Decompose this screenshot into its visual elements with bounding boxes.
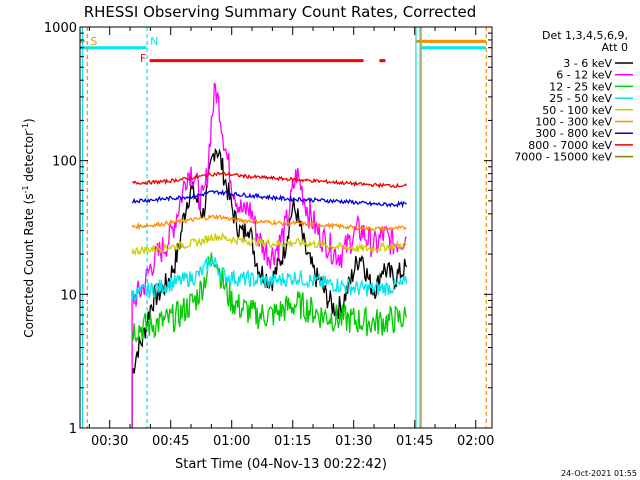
- series-line-6: [131, 188, 407, 209]
- x-tick-label: 01:15: [274, 434, 311, 449]
- y-tick-label: 1000: [44, 21, 77, 36]
- y-tick-label: 100: [52, 155, 77, 170]
- legend-label: 300 - 800 keV: [535, 127, 612, 140]
- legend-label: 50 - 100 keV: [542, 104, 612, 117]
- x-tick-label: 01:45: [396, 434, 433, 449]
- legend-label: 25 - 50 keV: [549, 92, 612, 105]
- series-line-3: [131, 256, 408, 302]
- legend-label: 100 - 300 keV: [535, 116, 612, 129]
- x-tick-label: 00:30: [91, 434, 128, 449]
- x-tick-label: 02:00: [457, 434, 494, 449]
- x-tick-label: 01:30: [335, 434, 372, 449]
- x-tick-label: 01:00: [213, 434, 250, 449]
- x-axis-label: Start Time (04-Nov-13 00:22:42): [175, 457, 387, 472]
- flag-label: N: [150, 35, 158, 48]
- flag-label: S: [90, 35, 97, 48]
- series-line-7: [132, 171, 408, 189]
- chart-title: RHESSI Observing Summary Count Rates, Co…: [84, 3, 477, 21]
- legend-header-2: Att 0: [602, 41, 628, 54]
- legend-label: 3 - 6 keV: [563, 57, 612, 70]
- x-tick-label: 00:45: [152, 434, 189, 449]
- series-line-2: [131, 252, 408, 344]
- legend-label: 12 - 25 keV: [549, 80, 612, 93]
- flag-label: F: [140, 52, 146, 65]
- y-tick-label: 10: [60, 288, 77, 303]
- timestamp: 24-Oct-2021 01:55: [561, 469, 637, 478]
- series-line-1: [131, 82, 408, 428]
- y-tick-label: 1: [69, 422, 77, 437]
- series-line-4: [131, 231, 407, 256]
- legend-label: 6 - 12 keV: [556, 69, 612, 82]
- legend-label: 800 - 7000 keV: [528, 139, 612, 152]
- legend-header-1: Det 1,3,4,5,6,9,: [542, 29, 628, 42]
- y-axis-label: Corrected Count Rate (s-1 detector-1): [21, 118, 36, 337]
- series-line-0: [131, 147, 408, 428]
- plot-frame: [79, 26, 493, 429]
- series-line-5: [131, 213, 407, 233]
- legend-label: 7000 - 15000 keV: [514, 151, 612, 164]
